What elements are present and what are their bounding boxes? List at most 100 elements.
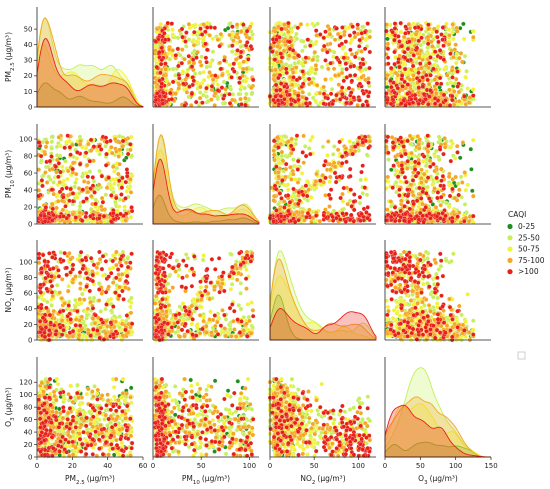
scatter-point bbox=[434, 81, 440, 86]
scatter-point bbox=[326, 66, 331, 72]
scatter-point bbox=[358, 218, 363, 223]
scatter-point bbox=[112, 169, 117, 174]
scatter-point bbox=[350, 151, 355, 157]
scatter-point bbox=[444, 73, 450, 78]
scatter-point bbox=[386, 157, 391, 162]
scatter-point bbox=[365, 21, 370, 26]
scatter-point bbox=[344, 211, 349, 217]
scatter-point bbox=[300, 94, 305, 100]
scatter-point bbox=[427, 94, 432, 99]
scatter-point bbox=[268, 45, 273, 51]
scatter-point bbox=[227, 91, 232, 97]
scatter-point bbox=[210, 77, 216, 82]
scatter-point bbox=[272, 78, 278, 83]
scatter-point bbox=[76, 186, 82, 191]
scatter-point bbox=[360, 191, 365, 196]
scatter-point bbox=[128, 177, 133, 182]
scatter-point bbox=[112, 181, 117, 186]
scatter-point bbox=[53, 164, 59, 169]
panel-pm25-vs-pm10 bbox=[152, 7, 259, 108]
scatter-point bbox=[295, 93, 301, 98]
scatter-point bbox=[436, 134, 442, 140]
scatter-point bbox=[88, 148, 94, 153]
scatter-point bbox=[218, 66, 224, 72]
scatter-point bbox=[419, 65, 424, 71]
scatter-point bbox=[289, 177, 294, 182]
scatter-point bbox=[230, 43, 235, 48]
scatter-point bbox=[302, 44, 308, 49]
scatter-point bbox=[388, 78, 393, 84]
scatter-point bbox=[196, 36, 202, 41]
scatter-point bbox=[425, 45, 430, 50]
scatter-point bbox=[365, 102, 370, 108]
scatter-point bbox=[283, 166, 289, 172]
scatter-point bbox=[354, 50, 359, 56]
scatter-point bbox=[359, 49, 364, 54]
scatter-point bbox=[308, 138, 313, 143]
scatter-point bbox=[278, 214, 284, 219]
scatter-point bbox=[177, 82, 182, 88]
scatter-point bbox=[238, 29, 244, 34]
scatter-point bbox=[344, 66, 349, 72]
scatter-point bbox=[323, 77, 328, 82]
scatter-point bbox=[348, 64, 353, 69]
scatter-point bbox=[349, 204, 354, 209]
scatter-point bbox=[432, 77, 437, 82]
scatter-point bbox=[465, 86, 470, 91]
scatter-point bbox=[186, 21, 192, 27]
scatter-point bbox=[100, 199, 106, 205]
scatter-point bbox=[447, 33, 452, 38]
scatter-point bbox=[57, 189, 63, 195]
scatter-point bbox=[321, 91, 327, 97]
scatter-point bbox=[39, 178, 45, 183]
scatter-point bbox=[443, 98, 448, 103]
pairplot-panels: 01020304050PM2.5(μg/m³)020406080100PM10(… bbox=[4, 7, 498, 486]
scatter-point bbox=[50, 206, 56, 212]
scatter-point bbox=[274, 37, 279, 42]
scatter-point bbox=[312, 49, 318, 55]
scatter-point bbox=[359, 169, 364, 175]
scatter-point bbox=[183, 39, 188, 44]
scatter-point bbox=[309, 195, 314, 200]
scatter-point bbox=[451, 89, 457, 94]
scatter-point bbox=[163, 67, 168, 72]
scatter-point bbox=[49, 201, 55, 207]
scatter-point bbox=[321, 84, 326, 90]
scatter-point bbox=[279, 55, 285, 60]
scatter-point bbox=[334, 26, 339, 31]
scatter-point bbox=[282, 22, 287, 27]
scatter-point bbox=[332, 164, 338, 170]
scatter-point bbox=[231, 61, 237, 66]
scatter-point bbox=[287, 39, 292, 45]
scatter-point bbox=[328, 76, 334, 82]
scatter-point bbox=[432, 62, 438, 68]
scatter-point bbox=[64, 139, 69, 145]
scatter-point bbox=[327, 161, 333, 167]
scatter-point bbox=[402, 55, 408, 61]
scatter-point bbox=[203, 41, 208, 47]
scatter-point bbox=[220, 72, 225, 78]
scatter-point bbox=[181, 81, 186, 87]
scatter-point bbox=[74, 156, 80, 161]
scatter-point bbox=[305, 179, 310, 184]
scatter-point bbox=[344, 159, 349, 165]
scatter-point bbox=[351, 95, 357, 100]
scatter-point bbox=[65, 176, 70, 182]
scatter-point bbox=[60, 207, 66, 213]
scatter-point bbox=[225, 69, 230, 75]
scatter-point bbox=[198, 84, 203, 90]
scatter-point bbox=[360, 140, 366, 145]
scatter-point bbox=[399, 43, 405, 49]
scatter-point bbox=[411, 53, 416, 58]
scatter-point bbox=[157, 93, 162, 99]
kde-25-50 bbox=[36, 17, 144, 108]
scatter-point bbox=[158, 61, 164, 67]
scatter-point bbox=[249, 91, 254, 97]
scatter-point bbox=[158, 70, 163, 76]
scatter-point bbox=[437, 75, 443, 81]
scatter-point bbox=[412, 92, 418, 98]
scatter-point bbox=[79, 218, 85, 223]
scatter-point bbox=[438, 102, 443, 108]
scatter-point bbox=[317, 218, 323, 224]
